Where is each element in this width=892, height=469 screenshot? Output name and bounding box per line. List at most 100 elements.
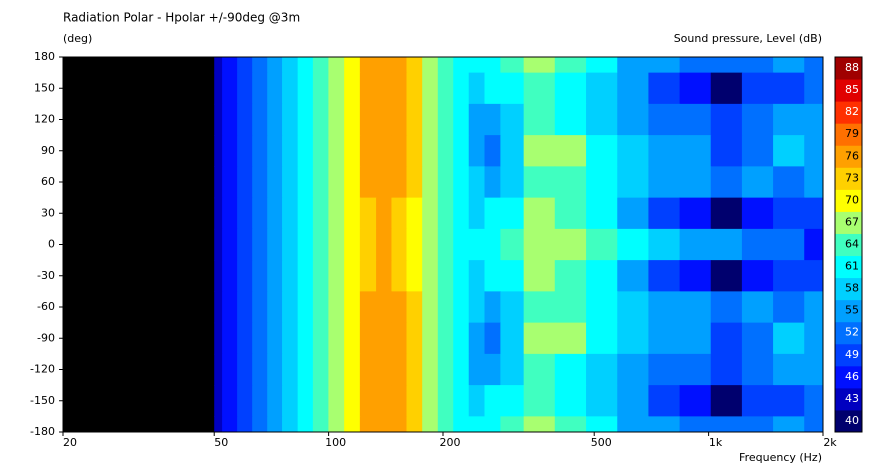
- contour-cell: [376, 291, 393, 324]
- contour-cell: [773, 353, 805, 386]
- contour-cell: [297, 228, 314, 261]
- contour-cell: [554, 353, 587, 386]
- contour-cell: [328, 197, 345, 230]
- contour-cell: [391, 353, 408, 386]
- contour-cell: [312, 353, 330, 386]
- y-tick-label: -180: [30, 425, 55, 438]
- contour-cell: [214, 291, 223, 324]
- contour-cell: [282, 135, 299, 167]
- colorbar-band: [835, 233, 862, 257]
- contour-cell: [500, 385, 525, 417]
- contour-cell: [453, 260, 470, 292]
- colorbar-label: 76: [845, 149, 859, 162]
- contour-cell: [328, 322, 345, 355]
- contour-cell: [359, 353, 377, 386]
- y-tick-label: -120: [30, 363, 55, 376]
- contour-cell: [741, 260, 774, 292]
- contour-cell: [328, 353, 345, 386]
- contour-cell: [773, 197, 805, 230]
- contour-cell: [617, 260, 650, 292]
- contour-cell: [500, 291, 525, 324]
- contour-cell: [484, 322, 501, 355]
- contour-cell: [617, 353, 650, 386]
- contour-cell: [376, 166, 393, 199]
- contour-cell: [554, 57, 587, 74]
- contour-cell: [741, 291, 774, 324]
- contour-cell: [422, 322, 439, 355]
- contour-cell: [554, 260, 587, 292]
- contour-cell: [359, 197, 377, 230]
- contour-cell: [484, 72, 501, 105]
- contour-cell: [222, 260, 238, 292]
- contour-cell: [523, 135, 556, 167]
- contour-cell: [679, 291, 712, 324]
- contour-cell: [679, 322, 712, 355]
- contour-cell: [437, 385, 454, 417]
- contour-cell: [710, 103, 743, 136]
- colorbar-label: Sound pressure, Level (dB): [674, 32, 822, 45]
- contour-cell: [376, 72, 393, 105]
- contour-cell: [406, 416, 423, 432]
- contour-cell: [484, 228, 501, 261]
- contour-cell: [391, 385, 408, 417]
- contour-cell: [523, 166, 556, 199]
- contour-cell: [267, 103, 283, 136]
- contour-cell: [804, 322, 823, 355]
- contour-cell: [437, 166, 454, 199]
- contour-cell: [453, 197, 470, 230]
- contour-cell: [741, 228, 774, 261]
- contour-cell: [617, 72, 650, 105]
- contour-cell: [484, 416, 501, 432]
- contour-cell: [237, 103, 253, 136]
- contour-cell: [267, 228, 283, 261]
- contour-cell: [391, 103, 408, 136]
- contour-cell: [376, 57, 393, 74]
- contour-cell: [648, 103, 681, 136]
- x-tick-label: 500: [591, 436, 612, 449]
- contour-cell: [773, 260, 805, 292]
- contour-cell: [679, 228, 712, 261]
- contour-cell: [500, 72, 525, 105]
- contour-cell: [617, 416, 650, 432]
- contour-cell: [297, 416, 314, 432]
- contour-cell: [437, 57, 454, 74]
- contour-cell: [617, 135, 650, 167]
- contour-cell: [554, 135, 587, 167]
- contour-cell: [500, 260, 525, 292]
- contour-cell: [359, 260, 377, 292]
- contour-cell: [406, 72, 423, 105]
- contour-cell: [222, 322, 238, 355]
- contour-cell: [406, 166, 423, 199]
- contour-cell: [523, 197, 556, 230]
- contour-cell: [344, 260, 361, 292]
- contour-cell: [679, 103, 712, 136]
- contour-cell: [406, 260, 423, 292]
- contour-cell: [586, 260, 618, 292]
- contour-cell: [648, 416, 681, 432]
- contour-cell: [359, 166, 377, 199]
- chart-title: Radiation Polar - Hpolar +/-90deg @3m: [63, 11, 300, 25]
- contour-cell: [679, 260, 712, 292]
- contour-cell: [222, 385, 238, 417]
- contour-cell: [804, 103, 823, 136]
- contour-cell: [344, 416, 361, 432]
- y-tick-label: -150: [30, 394, 55, 407]
- contour-cell: [484, 103, 501, 136]
- contour-cell: [523, 57, 556, 74]
- contour-cell: [297, 103, 314, 136]
- contour-cell: [554, 416, 587, 432]
- contour-cell: [741, 416, 774, 432]
- contour-cell: [406, 353, 423, 386]
- contour-cell: [297, 197, 314, 230]
- colorbar-label: 52: [845, 326, 859, 339]
- contour-cell: [214, 228, 223, 261]
- contour-cell: [453, 291, 470, 324]
- contour-cell: [437, 291, 454, 324]
- contour-cell: [648, 385, 681, 417]
- contour-cell: [297, 385, 314, 417]
- contour-cell: [214, 322, 223, 355]
- colorbar-band: [835, 167, 862, 190]
- contour-cell: [422, 228, 439, 261]
- x-tick-label: 1k: [709, 436, 723, 449]
- contour-cell: [312, 322, 330, 355]
